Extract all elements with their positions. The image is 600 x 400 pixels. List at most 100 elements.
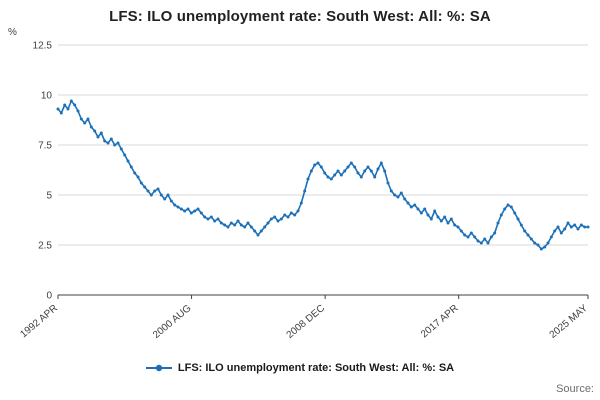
series-marker — [323, 171, 327, 175]
series-marker — [523, 229, 527, 233]
series-marker — [493, 231, 497, 235]
y-axis-unit-label: % — [8, 27, 17, 38]
series-marker — [136, 175, 140, 179]
y-tick-label: 2.5 — [38, 241, 52, 252]
series-marker — [83, 121, 87, 125]
series-marker — [59, 111, 63, 115]
x-tick-label: 2025 MAY — [548, 303, 591, 341]
series-marker — [79, 117, 83, 121]
series-line[interactable] — [57, 100, 589, 250]
series-marker — [403, 197, 407, 201]
series-marker — [139, 181, 143, 185]
series-marker — [479, 241, 483, 245]
series-marker — [356, 171, 360, 175]
series-marker — [246, 221, 250, 225]
series-marker — [373, 175, 377, 179]
series-marker — [406, 201, 410, 205]
chart-svg: 0 2.5 5 7.5 10 12.5 1992 APR 2000 AUG 2008 DEC 20… — [18, 41, 591, 341]
series-marker — [303, 189, 307, 193]
series-marker — [73, 103, 77, 107]
series-marker — [426, 213, 430, 217]
y-tick-label: 12.5 — [33, 41, 53, 52]
series-marker — [559, 231, 563, 235]
series-marker — [166, 193, 170, 197]
series-marker — [586, 225, 590, 229]
series-marker — [366, 165, 370, 169]
series-marker — [199, 211, 203, 215]
series-marker — [563, 227, 567, 231]
y-tick-label: 0 — [46, 291, 52, 302]
series-marker — [413, 203, 417, 207]
series-marker — [553, 229, 557, 233]
series-marker — [499, 213, 503, 217]
series-marker — [279, 217, 283, 221]
series-marker — [333, 173, 337, 177]
series-marker — [223, 223, 227, 227]
legend-label: LFS: ILO unemployment rate: South West: … — [177, 362, 455, 374]
series-marker — [489, 235, 493, 239]
legend: LFS: ILO unemployment rate: South West: … — [0, 362, 600, 374]
series-marker — [123, 153, 127, 157]
series-marker — [469, 231, 473, 235]
series-marker — [239, 223, 243, 227]
series-marker — [539, 247, 543, 251]
series-marker — [546, 241, 550, 245]
series-marker — [516, 217, 520, 221]
series-marker — [229, 221, 233, 225]
series-marker — [576, 227, 580, 231]
series-marker — [416, 207, 420, 211]
series-marker — [103, 139, 107, 143]
series-marker — [196, 207, 200, 211]
series-marker — [506, 203, 510, 207]
series-marker — [473, 235, 477, 239]
series-marker — [186, 207, 190, 211]
series-marker — [536, 243, 540, 247]
series-marker — [266, 221, 270, 225]
series-marker — [316, 161, 320, 165]
series-marker — [439, 219, 443, 223]
legend-item[interactable]: LFS: ILO unemployment rate: South West: … — [145, 362, 455, 374]
series-marker — [99, 131, 103, 135]
series-marker — [259, 229, 263, 233]
series-marker — [213, 219, 217, 223]
series-marker — [243, 225, 247, 229]
series-marker — [509, 205, 513, 209]
series-marker — [173, 203, 177, 207]
series-marker — [249, 225, 253, 229]
series-marker — [156, 187, 160, 191]
series-marker — [296, 209, 300, 213]
x-tick-label: 2008 DEC — [285, 303, 327, 341]
series-marker — [573, 223, 577, 227]
series-marker — [109, 137, 113, 141]
series-marker — [569, 225, 573, 229]
series-marker — [379, 161, 383, 165]
series-marker — [153, 189, 157, 193]
series-marker — [256, 233, 260, 237]
series-marker — [56, 107, 60, 111]
series-marker — [513, 211, 517, 215]
page-title: LFS: ILO unemployment rate: South West: … — [109, 8, 491, 25]
series-marker — [436, 215, 440, 219]
series-marker — [396, 195, 400, 199]
y-tick-label: 5 — [46, 191, 52, 202]
series-marker — [466, 235, 470, 239]
y-tick-label: 7.5 — [38, 141, 52, 152]
series-marker — [319, 165, 323, 169]
series-marker — [126, 159, 130, 163]
series-marker — [583, 225, 587, 229]
series-marker — [269, 217, 273, 221]
series-marker — [286, 215, 290, 219]
series-marker — [363, 169, 367, 173]
series-marker — [116, 141, 120, 145]
series-marker — [289, 211, 293, 215]
series-marker — [93, 129, 97, 133]
series-marker — [443, 215, 447, 219]
series-marker — [63, 103, 67, 107]
series-marker — [183, 209, 187, 213]
series-marker — [189, 211, 193, 215]
series-marker — [193, 209, 197, 213]
series-marker — [113, 143, 117, 147]
series-marker — [533, 241, 537, 245]
series-marker — [346, 165, 350, 169]
